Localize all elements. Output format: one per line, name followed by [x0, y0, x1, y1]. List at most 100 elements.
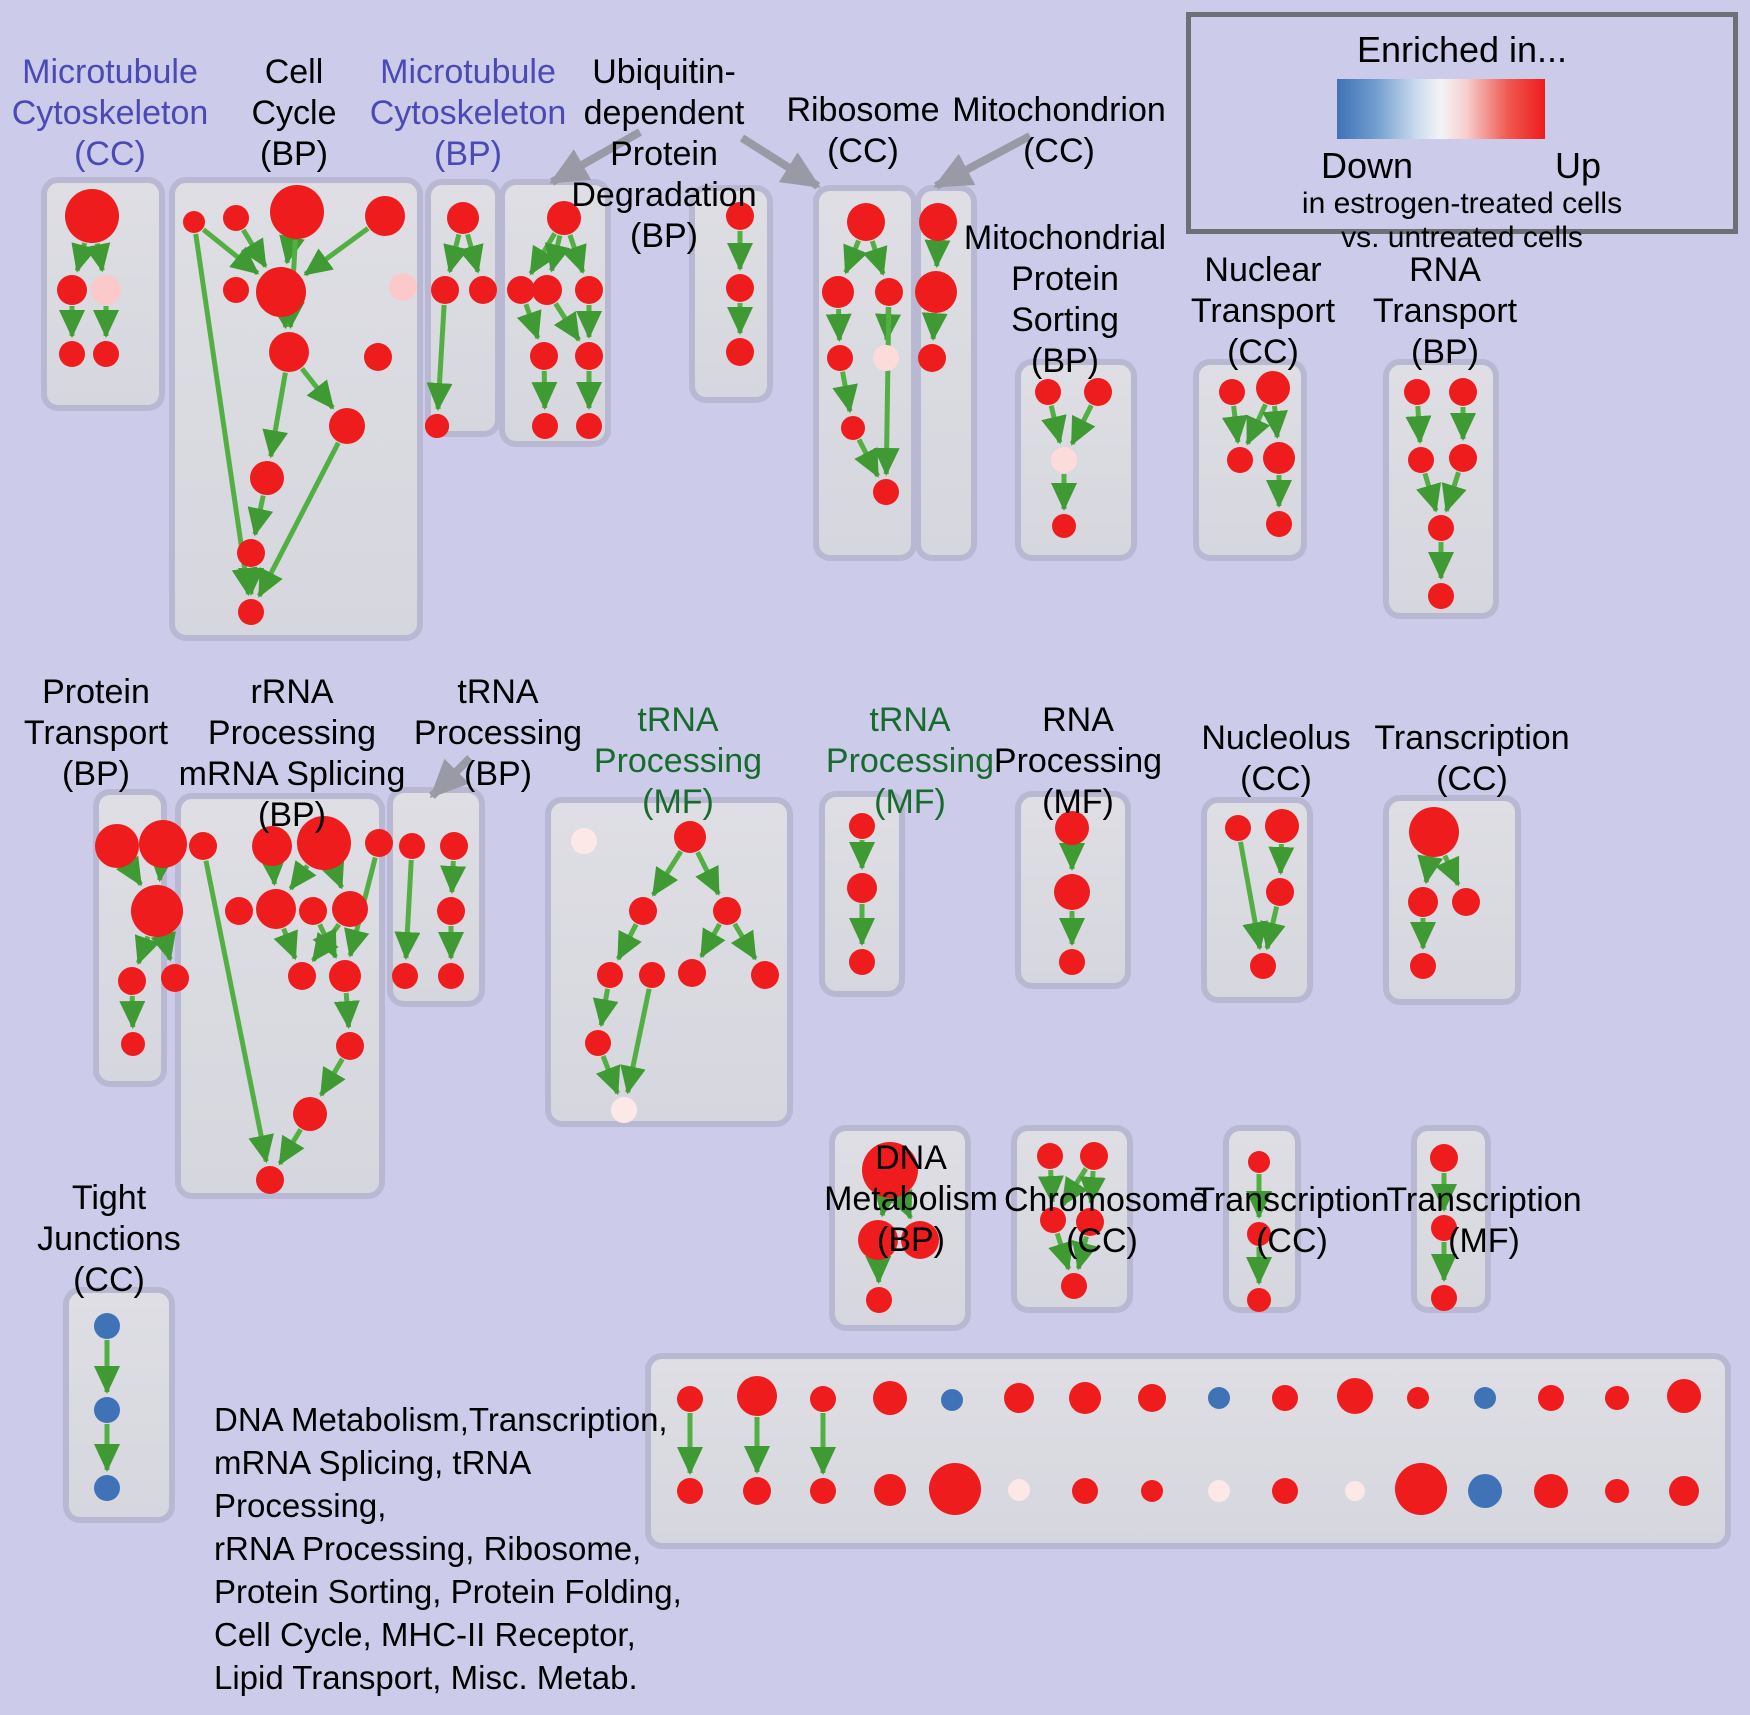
- network-node: [1247, 1222, 1271, 1246]
- network-edge: [595, 1055, 621, 1096]
- network-node: [677, 1386, 703, 1412]
- network-edge: [440, 860, 467, 895]
- network-edge: [279, 234, 305, 265]
- network-edge: [193, 233, 258, 597]
- network-node: [873, 345, 899, 371]
- network-node: [399, 833, 425, 859]
- legend-high-label: Up: [1554, 145, 1601, 186]
- network-node: [639, 962, 665, 988]
- network-node: [1208, 1480, 1230, 1502]
- network-edge: [1435, 854, 1461, 887]
- misc-cluster-caption: DNA Metabolism,Transcription, mRNA Splic…: [214, 1401, 682, 1696]
- network-node: [440, 832, 468, 860]
- arrow-ubiquitin-right: [739, 134, 821, 190]
- network-node: [1040, 1207, 1066, 1233]
- network-edge: [203, 860, 274, 1164]
- network-node: [121, 1032, 145, 1056]
- network-node: [810, 1478, 836, 1504]
- network-edge: [333, 992, 360, 1030]
- network-node: [1408, 887, 1438, 917]
- network-node: [1428, 515, 1454, 541]
- network-edge: [134, 934, 160, 965]
- network-node: [94, 1397, 120, 1423]
- network-edge: [651, 850, 683, 897]
- network-edge: [873, 306, 900, 477]
- network-node: [65, 189, 119, 243]
- network-edge: [1238, 841, 1268, 951]
- network-node: [299, 897, 327, 925]
- network-edge: [873, 1187, 900, 1218]
- network-node: [751, 961, 779, 989]
- network-edge: [1262, 405, 1288, 440]
- arrow-trna-processing-bp: [429, 755, 473, 799]
- network-node: [547, 201, 581, 235]
- network-node: [1538, 1385, 1564, 1411]
- network-edge: [71, 242, 97, 273]
- network-node: [1669, 1476, 1699, 1506]
- network-edge: [1060, 1167, 1089, 1207]
- network-node: [530, 342, 558, 370]
- network-node: [1266, 878, 1294, 906]
- network-node: [674, 821, 706, 853]
- network-node: [1430, 1144, 1458, 1172]
- network-node: [726, 338, 754, 366]
- network-node: [1404, 379, 1430, 405]
- network-node: [1534, 1474, 1568, 1508]
- arrow-ubiquitin-left: [549, 128, 642, 186]
- network-node: [1076, 1208, 1104, 1236]
- network-node: [901, 1221, 939, 1259]
- network-node: [1055, 811, 1089, 845]
- network-node: [1449, 378, 1477, 406]
- network-node: [161, 964, 189, 992]
- network-node: [713, 897, 741, 925]
- network-node: [678, 959, 706, 987]
- network-node: [288, 962, 316, 990]
- network-edge: [269, 299, 296, 330]
- network-node: [95, 824, 139, 868]
- network-node: [677, 1478, 703, 1504]
- network-node: [365, 829, 393, 857]
- network-node: [1208, 1387, 1230, 1409]
- network-node: [1247, 1288, 1271, 1312]
- network-node: [918, 344, 946, 372]
- network-node: [507, 276, 535, 304]
- network-node: [1407, 1387, 1429, 1409]
- network-edge: [695, 851, 721, 896]
- network-edge: [262, 372, 289, 459]
- network-edge: [273, 927, 298, 961]
- network-node: [576, 413, 602, 439]
- arrow-mitochondrion: [933, 132, 1032, 190]
- network-edge: [832, 371, 858, 414]
- network-node: [1468, 1474, 1502, 1508]
- panel-misc: [645, 1353, 1731, 1549]
- panel-mitochondrion: [915, 185, 977, 561]
- network-node: [629, 897, 657, 925]
- network-edge: [921, 312, 948, 342]
- network-node: [57, 275, 87, 305]
- network-node: [841, 416, 865, 440]
- network-node: [269, 332, 309, 372]
- network-node: [1408, 447, 1434, 473]
- network-node: [1059, 949, 1085, 975]
- network-edge: [1417, 854, 1443, 885]
- network-node: [1084, 378, 1112, 406]
- network-node: [1266, 511, 1292, 537]
- network-node: [822, 276, 854, 308]
- network-node: [1263, 442, 1295, 474]
- network-node: [611, 1097, 637, 1123]
- network-node: [1138, 1384, 1166, 1412]
- network-node: [1431, 1285, 1457, 1311]
- network-node: [238, 599, 264, 625]
- network-node: [726, 274, 754, 302]
- network-node: [847, 873, 877, 903]
- network-edge: [319, 858, 345, 890]
- network-edge: [1260, 906, 1286, 951]
- network-edge: [257, 441, 341, 598]
- callout-arrows: [429, 128, 1032, 799]
- network-edge: [149, 853, 176, 883]
- network-node: [1008, 1479, 1030, 1501]
- network-node: [118, 967, 146, 995]
- network-edge: [1221, 405, 1248, 445]
- network-edge: [620, 988, 652, 1095]
